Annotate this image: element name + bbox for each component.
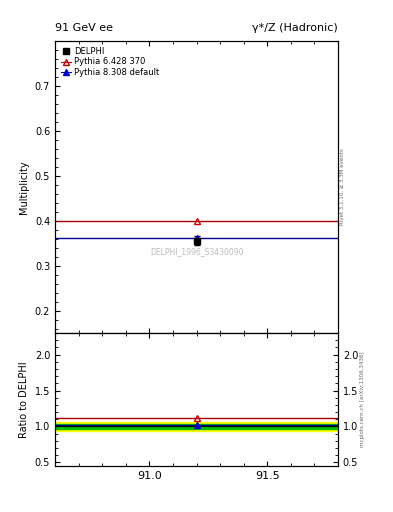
- Bar: [55, 422, 338, 431]
- Y-axis label: Rivet 3.1.10, ≥ 3.3M events: Rivet 3.1.10, ≥ 3.3M events: [340, 148, 344, 225]
- Legend: DELPHI, Pythia 6.428 370, Pythia 8.308 default: DELPHI, Pythia 6.428 370, Pythia 8.308 d…: [59, 45, 161, 79]
- Text: γ*/Z (Hadronic): γ*/Z (Hadronic): [252, 23, 338, 33]
- Bar: [55, 424, 338, 429]
- Y-axis label: mcplots.cern.ch [arXiv:1306.3436]: mcplots.cern.ch [arXiv:1306.3436]: [360, 352, 365, 447]
- Text: 91 GeV ee: 91 GeV ee: [55, 23, 113, 33]
- Y-axis label: Ratio to DELPHI: Ratio to DELPHI: [19, 361, 29, 438]
- Y-axis label: Multiplicity: Multiplicity: [19, 160, 29, 214]
- Text: DELPHI_1996_S3430090: DELPHI_1996_S3430090: [150, 247, 243, 256]
